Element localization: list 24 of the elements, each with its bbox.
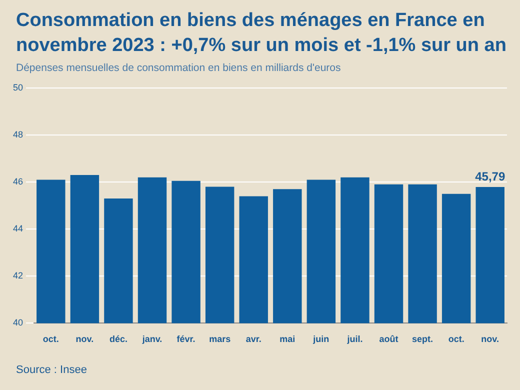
x-tick-label: mars <box>209 334 231 344</box>
x-tick-label: juin <box>312 334 330 344</box>
x-tick-label: juil. <box>346 334 363 344</box>
y-tick-label: 46 <box>12 176 24 187</box>
y-tick-label: 50 <box>12 82 24 92</box>
x-tick-label: oct. <box>448 334 464 344</box>
x-tick-label: sept. <box>412 334 434 344</box>
chart-subtitle: Dépenses mensuelles de consommation en biens en milliards d'euros <box>16 62 341 74</box>
x-tick-label: août <box>379 334 398 344</box>
x-tick-label: mai <box>280 334 296 344</box>
x-tick-label: nov. <box>76 334 94 344</box>
x-tick-label: oct. <box>42 334 59 344</box>
chart-title: Consommation en biens des ménages en France en novembre 2023 : +0,7% sur un mois et -1,1% sur un an <box>16 9 508 58</box>
x-tick-label: nov. <box>481 334 500 344</box>
y-tick-label: 40 <box>12 318 24 328</box>
data-label: 45,79 <box>475 169 506 184</box>
x-tick-label: avr. <box>246 334 262 344</box>
x-tick-label: févr. <box>176 334 196 344</box>
x-tick-label: janv. <box>141 334 162 344</box>
x-tick-label: déc. <box>109 334 128 344</box>
y-tick-label: 48 <box>12 130 24 140</box>
source-note: Source : Insee <box>16 364 87 376</box>
y-tick-label: 42 <box>12 270 24 281</box>
y-tick-label: 44 <box>12 224 24 234</box>
